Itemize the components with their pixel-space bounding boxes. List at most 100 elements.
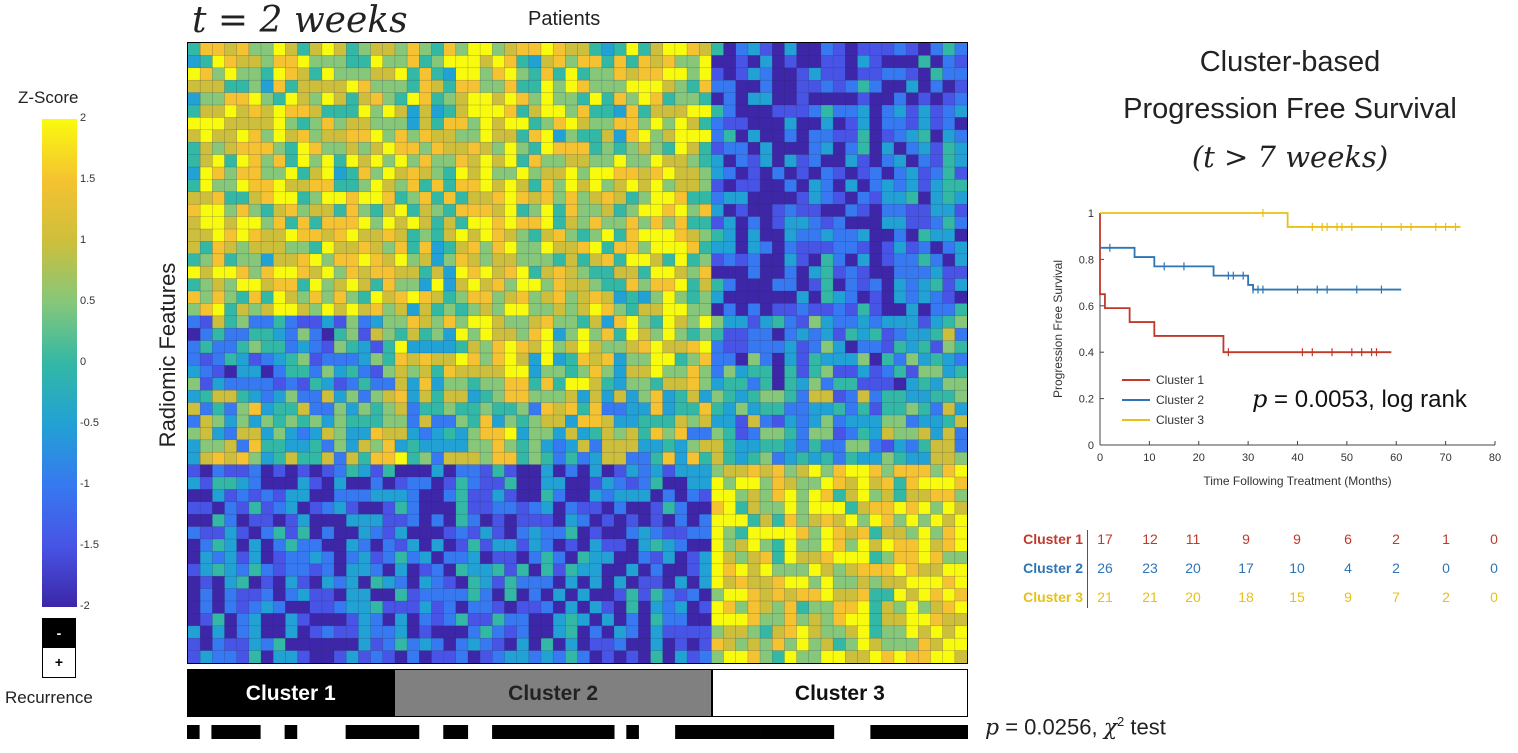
heatmap-cell (370, 563, 384, 577)
heatmap-cell (711, 142, 724, 155)
recurrence-mark (699, 725, 713, 739)
heatmap-cell (845, 365, 858, 379)
heatmap-cell (857, 613, 870, 627)
heatmap-cell (784, 390, 797, 403)
heatmap-cell (808, 501, 822, 515)
heatmap-cell (796, 55, 810, 69)
heatmap-cell (942, 563, 956, 577)
heatmap-cell (492, 303, 505, 317)
heatmap-cell (455, 427, 469, 441)
heatmap-cell (261, 204, 274, 217)
heatmap-cell (358, 613, 371, 627)
heatmap-cell (614, 117, 627, 131)
heatmap-cell (687, 539, 700, 552)
heatmap-cell (942, 105, 956, 118)
heatmap-cell (334, 43, 347, 56)
heatmap-cell (833, 154, 846, 168)
heatmap-cell (699, 539, 712, 552)
heatmap-cell (662, 105, 676, 118)
heatmap-cell (407, 489, 420, 503)
heatmap-cell (747, 638, 761, 651)
heatmap-cell (760, 315, 773, 329)
recurrence-mark (809, 725, 822, 739)
heatmap-cell (784, 92, 797, 106)
heatmap-cell (443, 439, 457, 453)
heatmap-cell (833, 402, 846, 416)
heatmap-cell (224, 105, 237, 118)
heatmap-cell (261, 315, 274, 329)
heatmap-cell (820, 204, 834, 217)
heatmap-cell (212, 539, 225, 552)
heatmap-cell (528, 625, 542, 639)
heatmap-cell (577, 514, 590, 527)
heatmap-cell (382, 303, 396, 317)
heatmap-cell (467, 142, 481, 155)
heatmap-cell (358, 241, 371, 255)
heatmap-cell (480, 204, 493, 217)
heatmap-cell (346, 402, 359, 416)
heatmap-cell (954, 67, 967, 81)
heatmap-cell (248, 142, 262, 155)
heatmap-cell (820, 315, 834, 329)
heatmap-cell (273, 43, 286, 56)
heatmap-cell (273, 278, 286, 292)
heatmap-cell (687, 241, 700, 255)
heatmap-cell (820, 588, 834, 602)
heatmap-cell (443, 303, 457, 317)
heatmap-cell (480, 514, 493, 527)
heatmap-cell (906, 191, 919, 205)
heatmap-cell (699, 117, 712, 131)
heatmap-cell (601, 464, 615, 478)
heatmap-cell (735, 92, 749, 106)
heatmap-cell (760, 452, 773, 465)
heatmap-cell (321, 167, 335, 180)
heatmap-cell (273, 514, 286, 527)
heatmap-cell (358, 377, 371, 391)
heatmap-cell (723, 377, 737, 391)
heatmap-cell (236, 514, 250, 527)
heatmap-cell (808, 291, 822, 304)
heatmap-cell (845, 514, 858, 527)
heatmap-cell (869, 489, 883, 503)
heatmap-cell (881, 563, 895, 577)
heatmap-cell (528, 576, 542, 589)
heatmap-cell (626, 402, 639, 416)
heatmap-cell (467, 477, 481, 490)
heatmap-cell (492, 315, 505, 329)
risk-count: 6 (1344, 531, 1352, 547)
heatmap-cell (565, 253, 578, 267)
heatmap-cell (419, 588, 432, 602)
heatmap-cell (906, 625, 919, 639)
recurrence-mark (248, 725, 261, 739)
heatmap-cell (492, 129, 505, 143)
heatmap-cell (820, 539, 834, 552)
heatmap-cell (893, 105, 907, 118)
heatmap-cell (467, 43, 481, 56)
heatmap-cell (261, 253, 274, 267)
heatmap-cell (881, 439, 895, 453)
heatmap-cell (918, 638, 931, 651)
heatmap-cell (443, 452, 457, 465)
heatmap-cell (528, 377, 542, 391)
heatmap-cell (236, 402, 250, 416)
heatmap-cell (443, 142, 457, 155)
heatmap-cell (309, 67, 323, 81)
heatmap-cell (614, 439, 627, 453)
heatmap-cell (346, 204, 359, 217)
heatmap-cell (261, 601, 274, 614)
heatmap-cell (188, 291, 201, 304)
heatmap-cell (638, 253, 651, 267)
heatmap-cell (662, 266, 676, 279)
heatmap-cell (297, 501, 311, 515)
heatmap-cell (954, 439, 967, 453)
heatmap-cell (881, 340, 895, 354)
heatmap-cell (589, 315, 603, 329)
heatmap-cell (273, 477, 286, 490)
heatmap-cell (954, 229, 967, 242)
heatmap-cell (248, 340, 262, 354)
heatmap-cell (455, 117, 469, 131)
heatmap-cell (321, 415, 335, 428)
heatmap-cell (784, 80, 797, 93)
heatmap-cell (236, 390, 250, 403)
heatmap-cell (747, 204, 761, 217)
